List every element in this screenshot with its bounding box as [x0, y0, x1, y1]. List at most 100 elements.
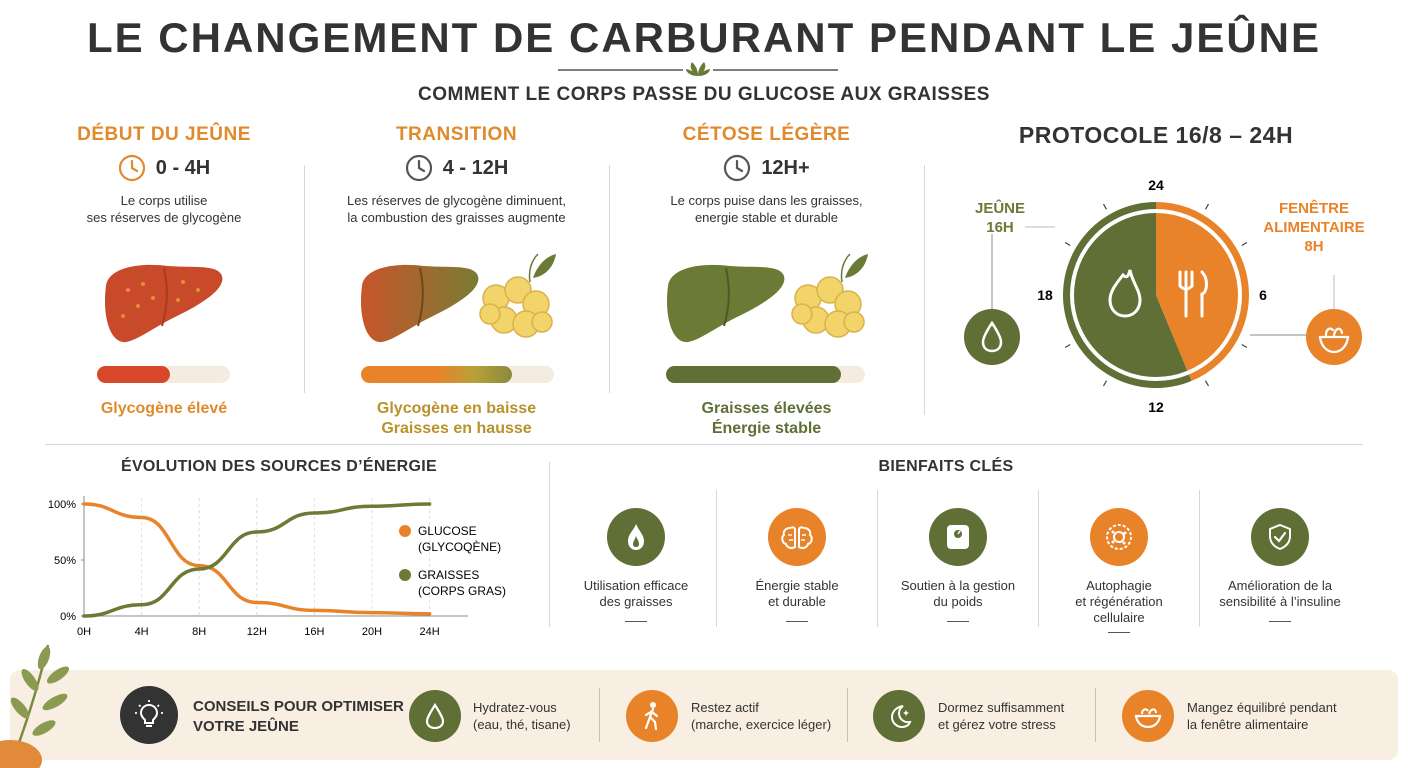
clock-tick	[1241, 241, 1248, 247]
lightbulb-icon	[135, 700, 163, 727]
fat-cells-icon	[479, 253, 556, 338]
liver-icon	[360, 264, 479, 343]
y-tick-label: 0%	[60, 611, 76, 623]
cell-icon	[1106, 524, 1132, 550]
clock-icon	[724, 154, 751, 182]
benefit-label: Énergie stable	[755, 578, 839, 593]
salad-bowl-icon	[1318, 327, 1350, 354]
phase-card-ketosis: CÉTOSE LÉGÈRE 12H+ Le corps puise dans l…	[625, 124, 908, 226]
scale-icon	[947, 525, 969, 549]
tips-title-line: CONSEILS POUR OPTIMISER	[193, 698, 404, 715]
clock-icon	[118, 154, 145, 182]
brain-icon	[781, 526, 813, 549]
clock-icon	[405, 154, 432, 182]
flame-icon	[1108, 269, 1142, 318]
flame-icon	[628, 524, 644, 550]
fat-bar-fill	[666, 366, 842, 383]
tips-title: CONSEILS POUR OPTIMISER VOTRE JEÛNE	[193, 697, 404, 737]
glycogen-bar-track	[97, 366, 230, 383]
phase-title: CÉTOSE LÉGÈRE	[682, 124, 851, 145]
benefit-dash	[786, 621, 808, 622]
y-tick-label: 100%	[48, 499, 76, 511]
liver-icon	[666, 264, 785, 343]
eat-label: ALIMENTAIRE	[1263, 219, 1364, 236]
tip-line: (eau, thé, tisane)	[473, 717, 571, 732]
legend-marker-fat	[399, 569, 411, 581]
fasting-sector	[1063, 202, 1192, 388]
section-divider-vertical	[549, 462, 550, 627]
page-title: LE CHANGEMENT DE CARBURANT PENDANT LE JE…	[86, 14, 1322, 61]
chart-title: ÉVOLUTION DES SOURCES D’ÉNERGIE	[120, 458, 437, 475]
phase-desc-line: la combustion des graisses augmente	[347, 210, 566, 225]
clock-inner-ring	[1070, 209, 1242, 381]
shield-icon	[1269, 523, 1291, 551]
salad-bowl-icon	[1134, 708, 1162, 729]
water-circle	[964, 309, 1020, 365]
x-tick-label: 16H	[304, 626, 324, 638]
clock-ticks	[1064, 203, 1248, 387]
fat-cells-icon	[791, 253, 868, 338]
water-drop-icon	[981, 320, 1003, 353]
benefits-row: Utilisation efficace des graisses Énergi…	[556, 490, 1360, 640]
benefit-item: Utilisation efficace des graisses	[556, 490, 716, 640]
section-divider	[45, 444, 1363, 445]
glycogen-bar-fill	[361, 366, 512, 383]
fast-label: JEÛNE	[975, 199, 1025, 217]
tip-line: Restez actif	[691, 700, 759, 715]
benefit-item: Énergie stable et durable	[717, 490, 877, 640]
fork-knife-icon	[1178, 270, 1208, 318]
clock-tick	[1204, 203, 1210, 210]
eat-duration: 8H	[1304, 238, 1323, 255]
column-divider	[924, 165, 925, 415]
phase-status: Glycogène élevé	[100, 400, 228, 417]
clock-tick	[1064, 343, 1071, 349]
fast-duration: 16H	[986, 219, 1014, 236]
tip-line: la fenêtre alimentaire	[1187, 717, 1309, 732]
energy-chart: 100% 50% 0% 0H 4H 8H 12H 16H 20H 24H GLUCOSE (…	[48, 496, 506, 638]
phase-desc-line: Le corps puise dans les graisses,	[670, 193, 863, 208]
benefit-label: des graisses	[599, 594, 673, 609]
tips-title-line: VOTRE JEÛNE	[193, 718, 299, 735]
benefit-item: Autophagie et régénération cellulaire	[1039, 490, 1199, 640]
leaf-ornament-icon	[686, 62, 710, 76]
tip-line: Hydratez-vous	[473, 700, 557, 715]
protocol-title: PROTOCOLE 16/8 – 24H	[1018, 122, 1294, 148]
column-divider	[304, 165, 305, 393]
phase-desc-line: ses réserves de glycogène	[86, 210, 242, 225]
legend-label-glucose: GLUCOSE	[418, 524, 477, 538]
phase-status: Glycogène en baisse	[376, 400, 537, 417]
phase-title: DÉBUT DU JEÛNE	[77, 124, 251, 145]
x-tick-labels: 0H 4H 8H 12H 16H 20H 24H	[77, 626, 440, 638]
benefit-label: cellulaire	[1093, 610, 1145, 625]
protocol-clock: 24 6 12 18 JEÛNE 16H FENÊTRE ALIMENTAIRE…	[964, 177, 1365, 415]
liver-icon	[104, 264, 223, 343]
benefit-dash	[1269, 621, 1291, 622]
legend-sub-fat: (CORPS GRAS)	[418, 584, 506, 598]
y-tick-label: 50%	[54, 555, 76, 567]
phase-time-label: 4 - 12H	[442, 156, 509, 179]
x-tick-label: 0H	[77, 626, 91, 638]
tip-line: Dormez suffisamment	[938, 700, 1065, 715]
phase-desc-line: Les réserves de glycogène diminuent,	[347, 193, 566, 208]
tip-line: et gérez votre stress	[938, 717, 1056, 732]
benefit-dash	[1108, 632, 1130, 633]
tip-line: (marche, exercice léger)	[691, 717, 832, 732]
series-line-glucose	[82, 502, 432, 616]
page-subtitle: COMMENT LE CORPS PASSE DU GLUCOSE AUX GR…	[418, 84, 990, 105]
legend-marker-glucose	[399, 525, 411, 537]
clock-tick	[1102, 380, 1108, 387]
x-tick-label: 20H	[362, 626, 382, 638]
fat-bar-track	[666, 366, 865, 383]
phase-status: Graisses en hausse	[381, 420, 532, 437]
benefits-title: BIENFAITS CLÉS	[878, 458, 1014, 475]
tip-text: Hydratez-vous (eau, thé, tisane)	[473, 699, 571, 733]
tip-text: Mangez équilibré pendant la fenêtre alim…	[1187, 699, 1337, 733]
clock-tick	[1241, 343, 1248, 349]
x-tick-label: 8H	[192, 626, 206, 638]
benefit-label: du poids	[933, 594, 983, 609]
x-tick-label: 12H	[247, 626, 267, 638]
tick-label-18: 18	[1037, 287, 1053, 303]
tip-text: Restez actif (marche, exercice léger)	[691, 699, 831, 733]
benefit-label: Autophagie	[1086, 578, 1152, 593]
legend-label-fat: GRAISSES	[418, 568, 479, 582]
